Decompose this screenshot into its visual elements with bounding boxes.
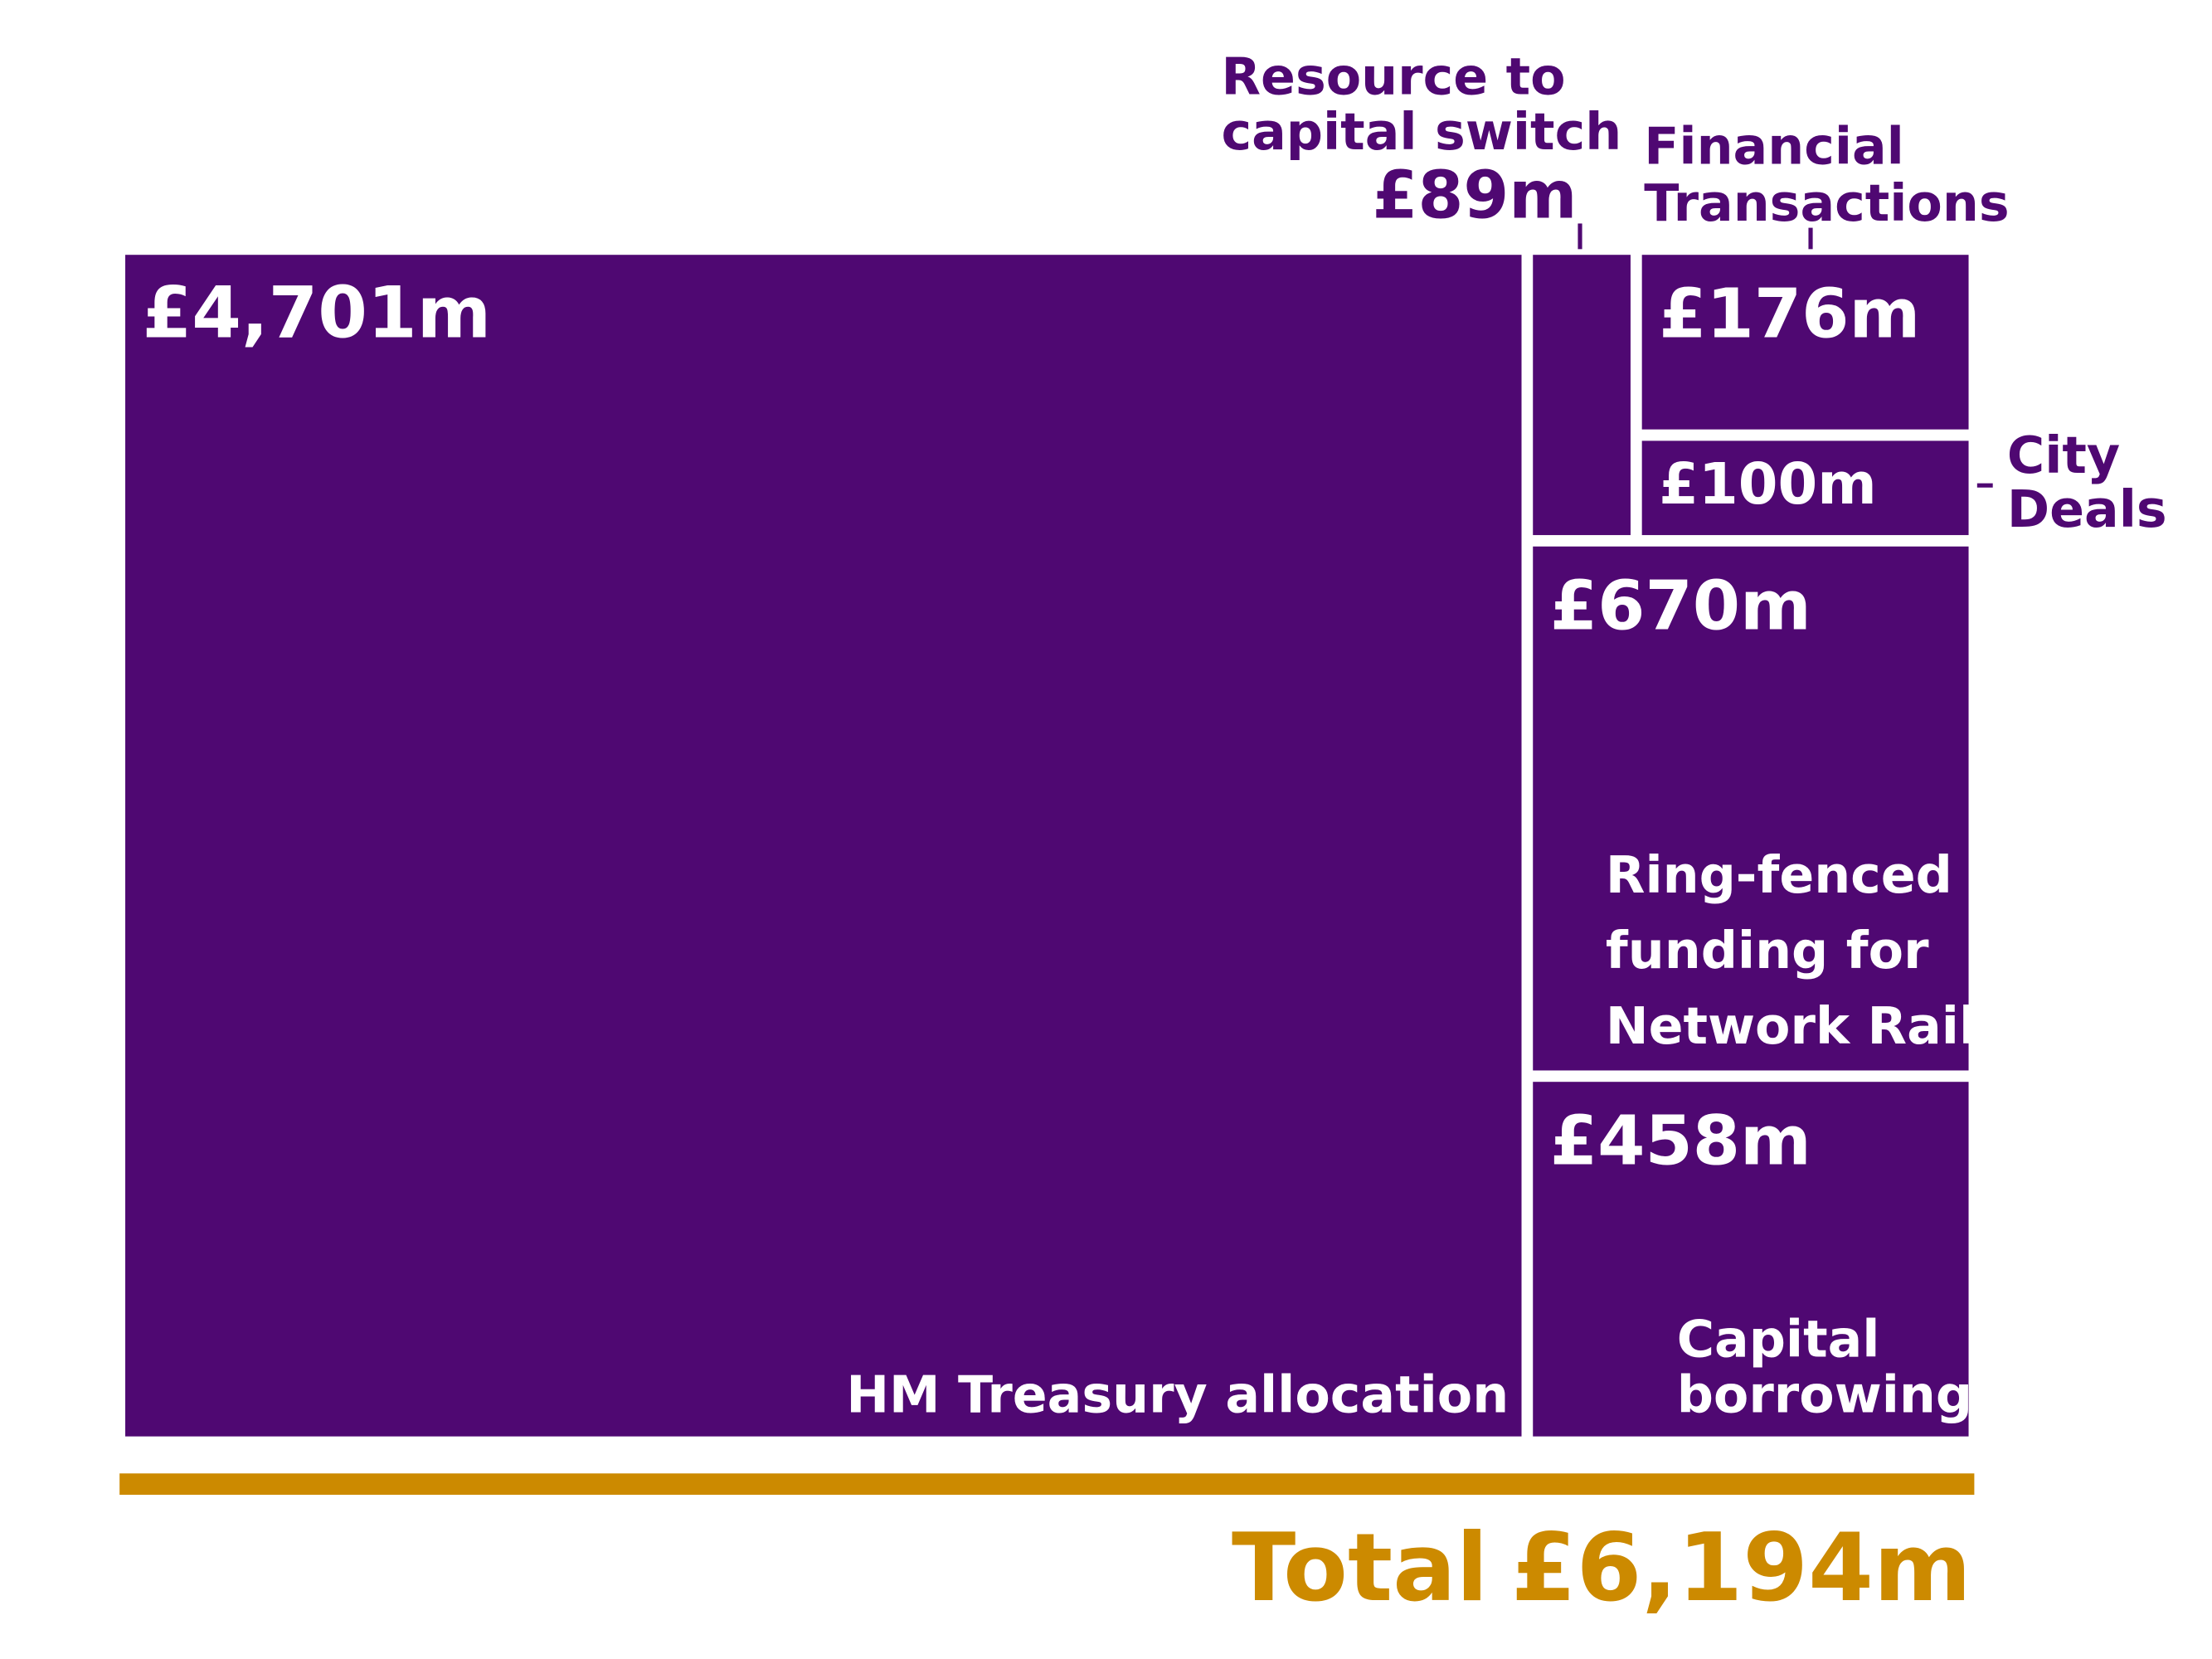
total-title: Total — [1232, 1513, 1488, 1623]
tile — [1533, 255, 1631, 536]
tile-name: Deals — [2007, 479, 2167, 539]
tile — [1641, 440, 1969, 536]
tile-name: HM Treasury allocation — [846, 1365, 1509, 1424]
tile — [1641, 255, 1969, 430]
total-bar — [119, 1473, 1975, 1496]
value-label: £100m — [1659, 451, 1877, 518]
total-value: £6,194m — [1511, 1513, 1971, 1623]
value-label: £458m — [1550, 1102, 1811, 1181]
tile-name: City — [2007, 426, 2120, 485]
tile-name: Network Rail — [1606, 996, 1976, 1056]
tile — [125, 255, 1522, 1437]
value-label: £89m — [1373, 158, 1578, 234]
tile-name: Resource to — [1222, 46, 1566, 106]
tile-name: Transactions — [1644, 173, 2009, 233]
value-label: £176m — [1659, 275, 1920, 354]
tile-name: capital switch — [1222, 102, 1622, 162]
tile-name: borrowing — [1677, 1365, 1972, 1424]
value-label: £670m — [1550, 567, 1811, 645]
tile-name: funding for — [1606, 921, 1929, 980]
tile-name: Ring-fenced — [1606, 845, 1952, 905]
tile — [1533, 1082, 1969, 1437]
tile-name: Capital — [1677, 1310, 1880, 1370]
value-label: £4,701m — [143, 272, 491, 355]
tile — [1533, 546, 1969, 1071]
tile-name: Financial — [1644, 116, 1904, 176]
